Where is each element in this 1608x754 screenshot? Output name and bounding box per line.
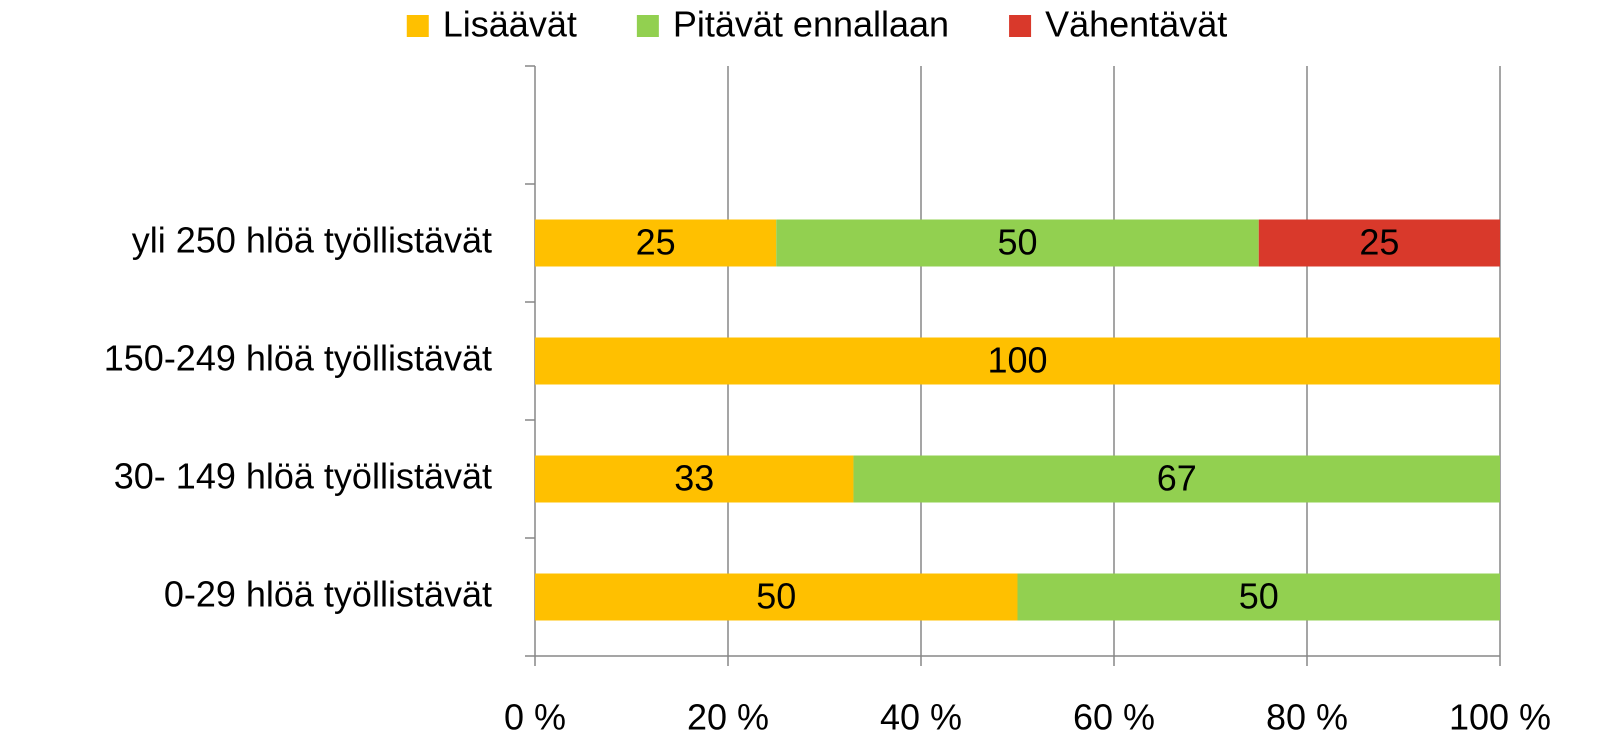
- legend-label: Lisäävät: [443, 4, 577, 45]
- x-tick-label: 40 %: [880, 697, 962, 738]
- value-label: 67: [1157, 458, 1197, 499]
- x-tick-label: 100 %: [1449, 697, 1551, 738]
- bar-segment: [535, 337, 1500, 385]
- legend-label: Vähentävät: [1045, 4, 1227, 45]
- x-tick-label: 60 %: [1073, 697, 1155, 738]
- y-tick-label: 0-29 hlöä työllistävät: [164, 574, 492, 615]
- value-label: 100: [987, 340, 1047, 381]
- value-label: 25: [1359, 222, 1399, 263]
- legend: Lisäävät Pitävät ennallaan Vähentävät: [406, 4, 1227, 45]
- bar-segment: [1258, 219, 1500, 267]
- x-tick-label: 20 %: [687, 697, 769, 738]
- legend-label: Pitävät ennallaan: [673, 4, 949, 45]
- y-tick-label: yli 250 hlöä työllistävät: [132, 220, 492, 261]
- x-tick-label: 80 %: [1266, 697, 1348, 738]
- legend-swatch: [1009, 15, 1032, 37]
- bar-segment: [535, 573, 1018, 621]
- x-tick-label: 0 %: [504, 697, 566, 738]
- value-label: 25: [636, 222, 676, 263]
- value-label: 50: [997, 222, 1037, 263]
- legend-swatch: [406, 15, 429, 37]
- legend-swatch: [636, 15, 659, 37]
- bar-segment: [535, 455, 854, 503]
- y-tick-label: 150-249 hlöä työllistävät: [104, 338, 492, 379]
- value-label: 50: [756, 576, 796, 617]
- bar-segment: [853, 455, 1500, 503]
- bar-segment: [535, 219, 777, 267]
- bar-segment: [1017, 573, 1500, 621]
- value-label: 33: [674, 458, 714, 499]
- bar-segment: [776, 219, 1259, 267]
- y-tick-label: 30- 149 hlöä työllistävät: [114, 456, 492, 497]
- value-label: 50: [1239, 576, 1279, 617]
